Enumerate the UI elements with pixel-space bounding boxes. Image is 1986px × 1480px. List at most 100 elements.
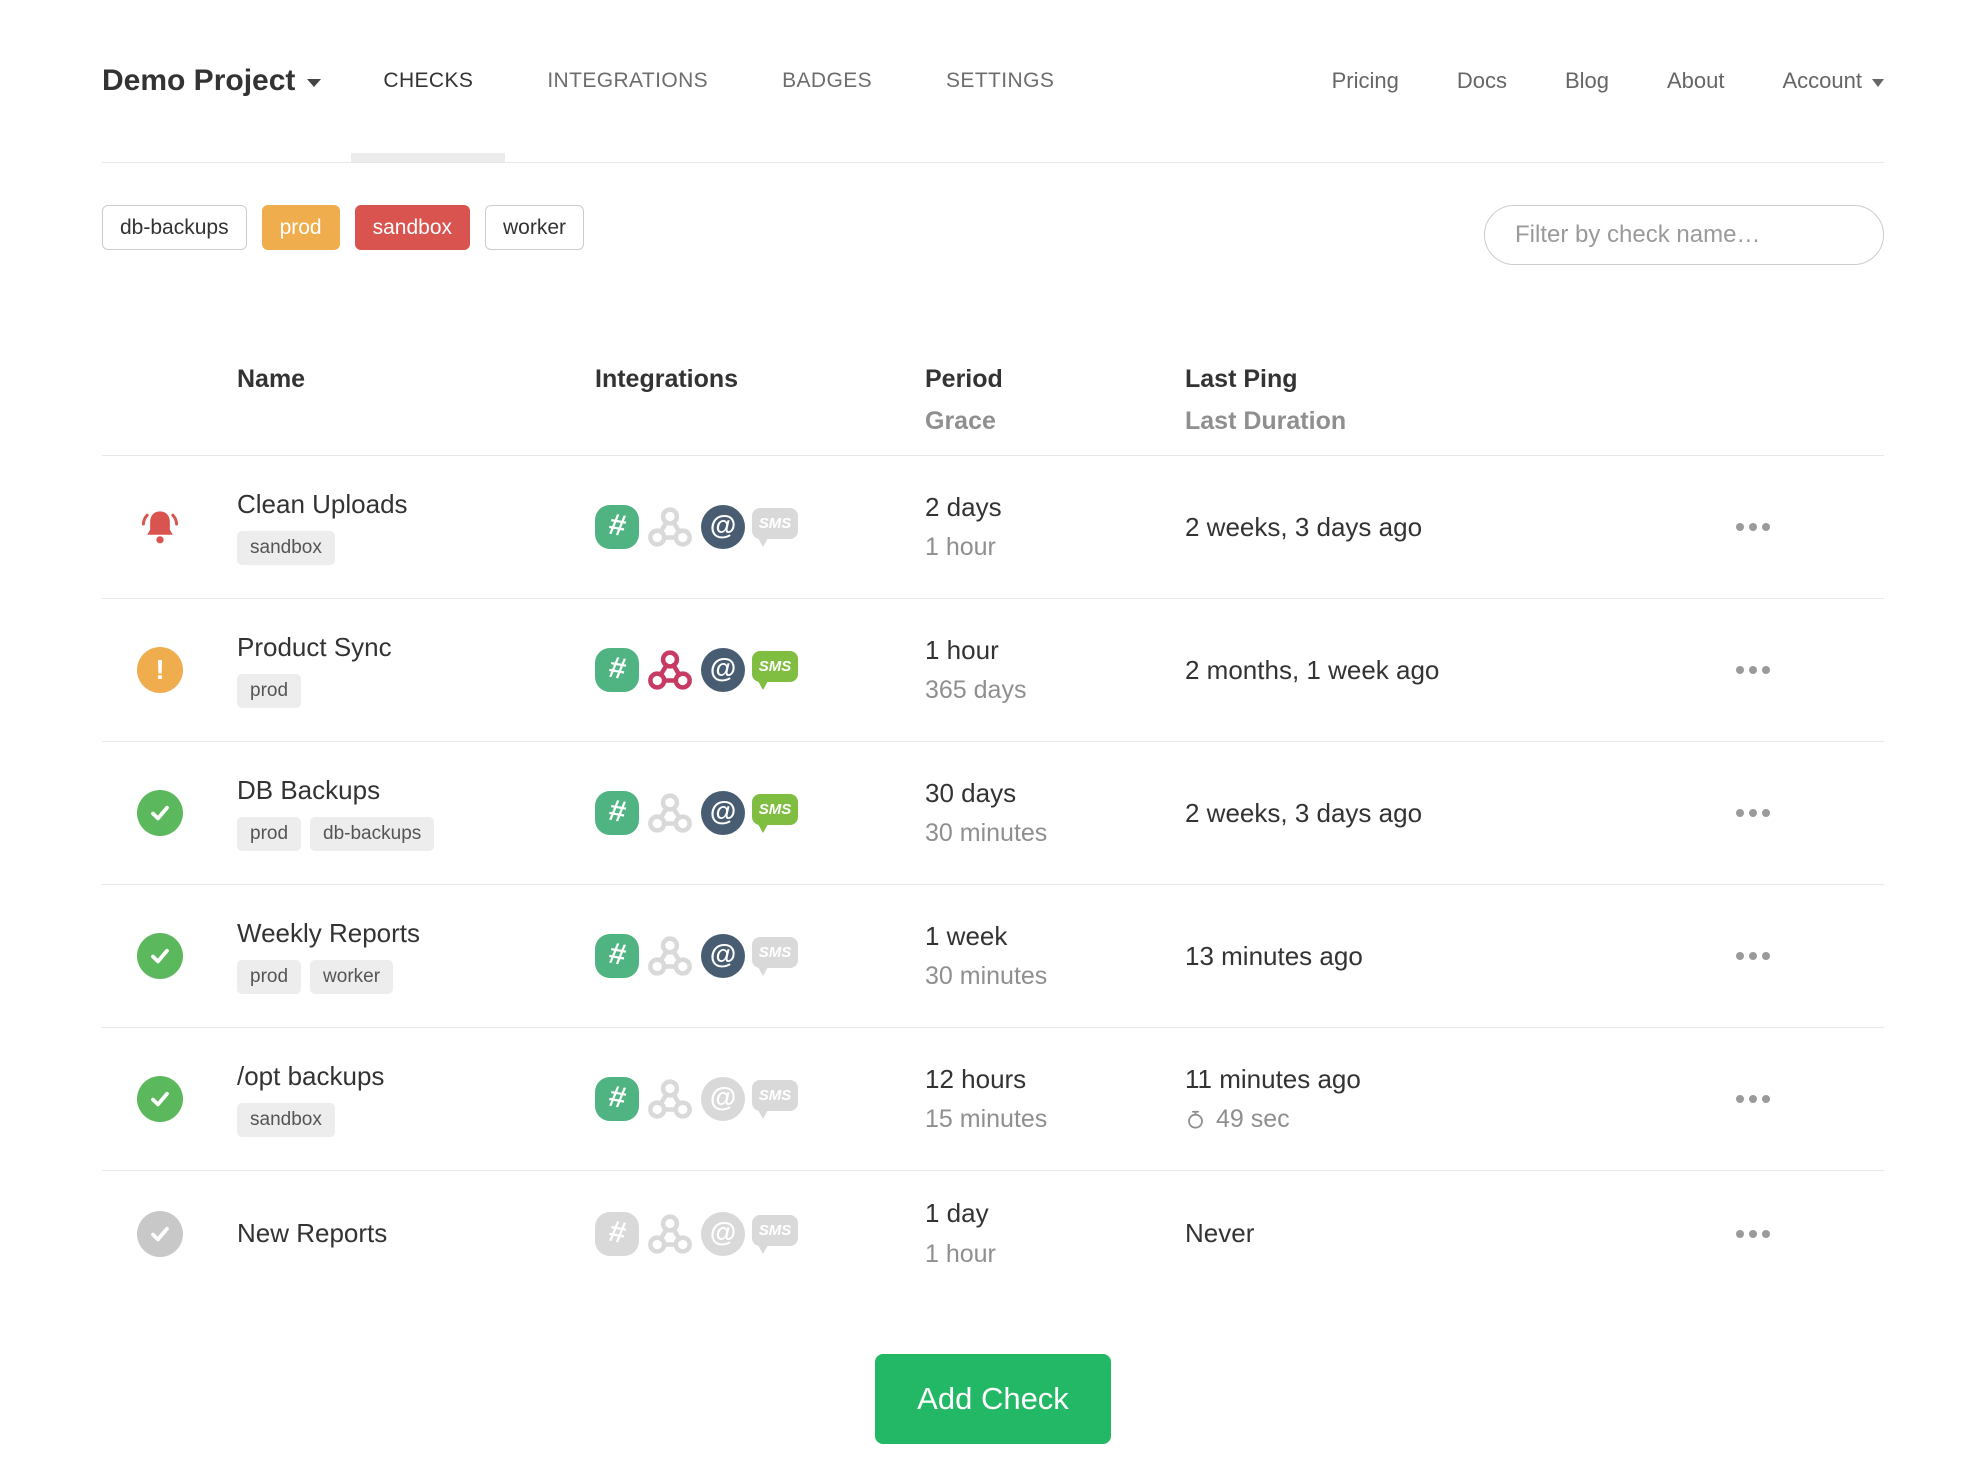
- check-name: Clean Uploads: [237, 488, 408, 519]
- name-cell: New Reports: [237, 1218, 595, 1249]
- check-name: New Reports: [237, 1218, 388, 1248]
- tag-filter-worker[interactable]: worker: [485, 205, 585, 251]
- check-name: Product Sync: [237, 631, 392, 662]
- last-ping-cell: Never: [1185, 1217, 1717, 1250]
- stopwatch-icon: [1188, 1111, 1203, 1129]
- tab-badges[interactable]: BADGES: [782, 69, 873, 92]
- sms-icon[interactable]: SMS: [752, 1077, 798, 1121]
- check-tags: prod db-backups: [237, 816, 595, 852]
- slack-icon[interactable]: #: [595, 505, 639, 549]
- row-overflow-menu-button[interactable]: [1732, 799, 1774, 827]
- webhook-icon[interactable]: [646, 503, 694, 551]
- tab-checks[interactable]: CHECKS: [351, 0, 506, 162]
- table-row[interactable]: Clean Uploads sandbox # @ SMS 2 days 1 h…: [102, 456, 1884, 599]
- name-cell: DB Backups prod db-backups: [237, 775, 595, 852]
- email-icon[interactable]: @: [701, 1211, 745, 1256]
- header-period-grace: Period Grace: [925, 365, 1003, 435]
- check-tags: prod: [237, 673, 595, 709]
- row-overflow-menu-button[interactable]: [1732, 656, 1774, 684]
- slack-icon[interactable]: #: [595, 1077, 639, 1121]
- tag-filter-db-backups[interactable]: db-backups: [102, 205, 247, 251]
- table-row[interactable]: DB Backups prod db-backups # @ SMS 30 day…: [102, 742, 1884, 885]
- slack-icon[interactable]: #: [595, 791, 639, 835]
- nav-link-blog[interactable]: Blog: [1564, 68, 1609, 93]
- name-cell: /opt backups sandbox: [237, 1061, 595, 1138]
- slack-icon[interactable]: #: [595, 648, 639, 692]
- sms-icon[interactable]: SMS: [752, 934, 798, 978]
- project-switcher[interactable]: Demo Project: [102, 0, 322, 162]
- header-integrations: Integrations: [595, 365, 739, 393]
- slack-icon[interactable]: #: [595, 1211, 639, 1256]
- header-name: Name: [237, 365, 306, 393]
- checks-table: Name Integrations Period Grace Last Ping…: [102, 363, 1884, 1296]
- period-cell: 1 day 1 hour: [925, 1197, 1185, 1270]
- period-value: 1 day: [925, 1198, 989, 1229]
- period-cell: 12 hours 15 minutes: [925, 1063, 1185, 1136]
- grace-value: 30 minutes: [925, 962, 1048, 991]
- webhook-icon[interactable]: [646, 1075, 694, 1123]
- sms-icon[interactable]: SMS: [752, 1212, 798, 1256]
- integrations-cell: # @ SMS: [595, 789, 925, 837]
- period-value: 1 week: [925, 920, 1008, 951]
- chevron-down-icon: [307, 79, 322, 87]
- email-icon[interactable]: @: [701, 505, 745, 549]
- table-row[interactable]: Weekly Reports prod worker # @ SMS 1 week…: [102, 885, 1884, 1028]
- tab-settings[interactable]: SETTINGS: [946, 69, 1055, 92]
- integrations-cell: # @ SMS: [595, 1210, 925, 1258]
- last-ping-value: 13 minutes ago: [1185, 940, 1363, 971]
- email-icon[interactable]: @: [701, 934, 745, 978]
- check-name-filter-input[interactable]: [1484, 205, 1884, 265]
- period-cell: 30 days 30 minutes: [925, 777, 1185, 850]
- table-row[interactable]: New Reports # @ SMS 1 day 1 hour: [102, 1171, 1884, 1296]
- webhook-icon[interactable]: [646, 932, 694, 980]
- check-tags: sandbox: [237, 1102, 595, 1138]
- grace-value: 15 minutes: [925, 1105, 1048, 1134]
- status-up-check-icon: [137, 933, 183, 979]
- row-overflow-menu-button[interactable]: [1732, 942, 1774, 970]
- last-ping-cell: 2 weeks, 3 days ago: [1185, 797, 1717, 830]
- check-name: DB Backups: [237, 774, 381, 805]
- webhook-icon[interactable]: [646, 646, 694, 694]
- status-cell: [102, 790, 237, 836]
- period-cell: 1 hour 365 days: [925, 634, 1185, 707]
- account-menu[interactable]: Account: [1783, 68, 1884, 94]
- status-up-check-icon: [137, 790, 183, 836]
- period-value: 12 hours: [925, 1063, 1027, 1094]
- period-value: 2 days: [925, 491, 1002, 522]
- integrations-cell: # @ SMS: [595, 646, 925, 694]
- last-ping-value: 2 months, 1 week ago: [1185, 654, 1440, 685]
- webhook-icon[interactable]: [646, 1210, 694, 1258]
- last-ping-cell: 11 minutes ago 49 sec: [1185, 1063, 1717, 1136]
- email-icon[interactable]: @: [701, 648, 745, 692]
- tag-filter-sandbox[interactable]: sandbox: [354, 205, 471, 251]
- nav-link-docs[interactable]: Docs: [1456, 68, 1507, 93]
- period-value: 30 days: [925, 777, 1017, 808]
- slack-icon[interactable]: #: [595, 934, 639, 978]
- period-value: 1 hour: [925, 634, 999, 665]
- sms-icon[interactable]: SMS: [752, 648, 798, 692]
- tab-integrations[interactable]: INTEGRATIONS: [547, 69, 709, 92]
- last-ping-cell: 2 months, 1 week ago: [1185, 654, 1717, 687]
- period-cell: 2 days 1 hour: [925, 491, 1185, 564]
- add-check-button[interactable]: Add Check: [875, 1354, 1111, 1444]
- project-name: Demo Project: [102, 64, 296, 97]
- check-name: /opt backups: [237, 1060, 385, 1091]
- tag-filter-prod[interactable]: prod: [261, 205, 340, 251]
- row-overflow-menu-button[interactable]: [1732, 1220, 1774, 1248]
- row-overflow-menu-button[interactable]: [1732, 513, 1774, 541]
- row-overflow-menu-button[interactable]: [1732, 1085, 1774, 1113]
- table-row[interactable]: /opt backups sandbox # @ SMS 12 hours 15…: [102, 1028, 1884, 1171]
- email-icon[interactable]: @: [701, 791, 745, 835]
- sms-icon[interactable]: SMS: [752, 791, 798, 835]
- nav-link-about[interactable]: About: [1667, 68, 1725, 93]
- period-cell: 1 week 30 minutes: [925, 920, 1185, 993]
- integrations-cell: # @ SMS: [595, 503, 925, 551]
- status-cell: [102, 1210, 237, 1257]
- sms-icon[interactable]: SMS: [752, 505, 798, 549]
- nav-link-pricing[interactable]: Pricing: [1331, 68, 1399, 93]
- status-up-check-icon: [137, 1076, 183, 1122]
- table-row[interactable]: ! Product Sync prod # @ SMS: [102, 599, 1884, 742]
- menu-cell: [1717, 656, 1884, 684]
- webhook-icon[interactable]: [646, 789, 694, 837]
- email-icon[interactable]: @: [701, 1077, 745, 1121]
